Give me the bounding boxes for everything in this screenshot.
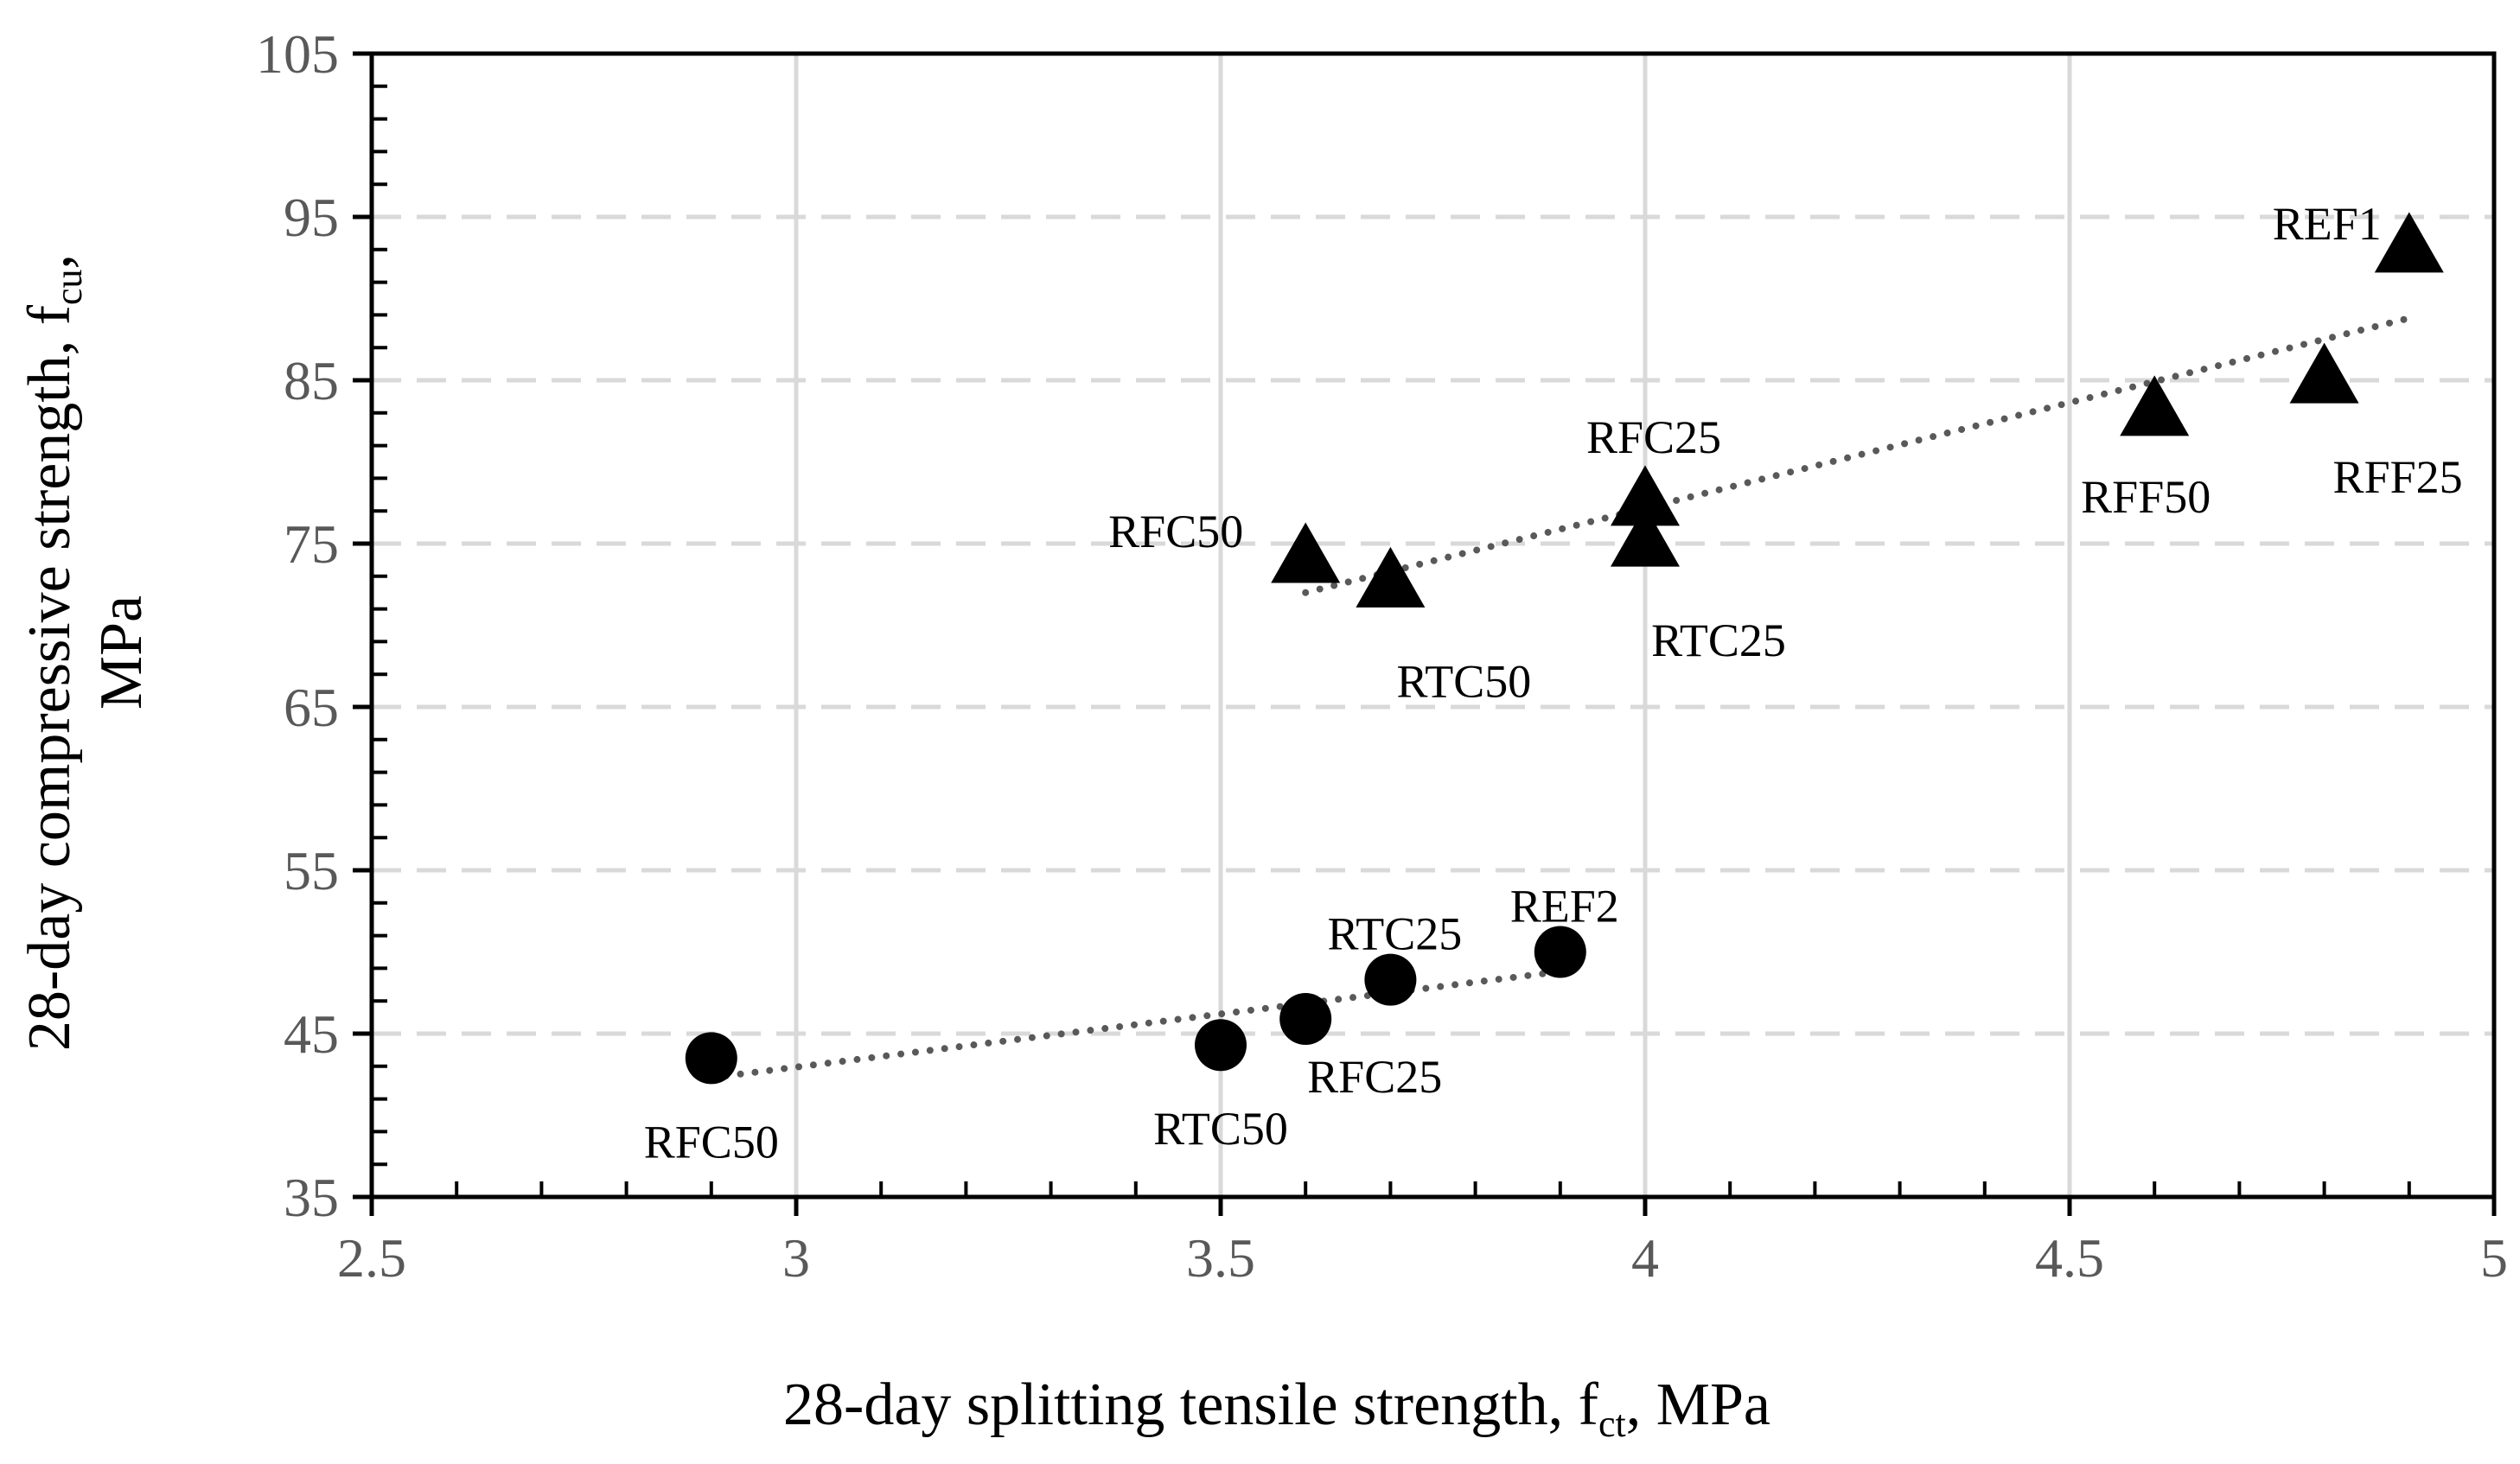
y-tick-label: 35: [284, 1167, 339, 1228]
point-label: REF1: [2273, 198, 2382, 250]
y-tick-label: 65: [284, 677, 339, 738]
triangle-marker: [2289, 342, 2359, 404]
x-tick-label: 5: [2480, 1227, 2508, 1289]
triangle-marker: [1611, 506, 1680, 567]
y-tick-label: 85: [284, 350, 339, 411]
point-label: RFC25: [1307, 1051, 1442, 1103]
tick-labels: 2.5 3 3.5 4 4.5 5 35 45 55 65 75 85 95 105: [256, 23, 2508, 1289]
trendlines: [707, 315, 2413, 1082]
y-axis-title-unit: MPa: [88, 595, 155, 710]
y-axis-title: 28-day compressive strength, fcu,: [16, 254, 90, 1051]
triangle-series-trendline: [1302, 315, 2413, 596]
y-tick-label: 45: [284, 1003, 339, 1065]
triangle-marker: [2120, 375, 2190, 436]
triangle-marker: [1271, 522, 1341, 583]
plot-frame: [369, 51, 2497, 1200]
point-label: RTC50: [1397, 655, 1532, 707]
x-tick-label: 2.5: [337, 1227, 406, 1289]
point-label: RFC50: [644, 1116, 779, 1168]
data-markers: [685, 212, 2444, 1085]
axes: [353, 51, 2497, 1216]
point-label: RFC25: [1586, 411, 1721, 463]
triangle-marker: [1356, 546, 1426, 608]
circle-marker: [1364, 953, 1417, 1006]
circle-series-trendline: [707, 968, 1564, 1082]
circle-marker: [1195, 1019, 1247, 1072]
grid: [372, 54, 2494, 1197]
y-tick-label: 95: [284, 187, 339, 248]
x-tick-label: 3.5: [1186, 1227, 1255, 1289]
x-tick-label: 4: [1631, 1227, 1659, 1289]
point-label: RTC25: [1328, 908, 1463, 960]
y-tick-label: 75: [284, 513, 339, 575]
x-tick-label: 3: [782, 1227, 810, 1289]
point-labels: RFC50 RTC50 RFC25 RTC25 RFF50 RFF25 REF1 RFC50 R…: [644, 198, 2463, 1168]
point-label: RFF25: [2333, 451, 2463, 503]
y-tick-label: 105: [256, 23, 339, 85]
x-tick-label: 4.5: [2035, 1227, 2104, 1289]
x-axis-title: 28-day splitting tensile strength, fct, …: [783, 1372, 1770, 1445]
point-label: RTC25: [1651, 614, 1786, 666]
point-label: RFF50: [2081, 471, 2211, 523]
circle-marker: [1534, 926, 1586, 978]
y-tick-label: 55: [284, 840, 339, 901]
triangle-marker: [2374, 212, 2444, 273]
point-label: RTC50: [1153, 1103, 1288, 1155]
circle-marker: [685, 1032, 737, 1085]
point-label: RFC50: [1108, 506, 1243, 557]
triangle-marker: [1611, 465, 1680, 526]
circle-marker: [1279, 992, 1332, 1045]
point-label: REF2: [1510, 881, 1619, 933]
